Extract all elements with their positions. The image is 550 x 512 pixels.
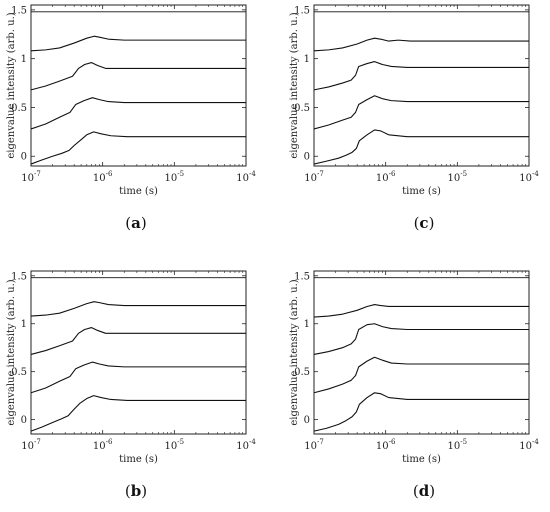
series-line-4 — [30, 97, 246, 130]
series-line-2 — [30, 301, 246, 317]
plot-frame — [313, 4, 530, 167]
panel-caption: (a) — [125, 214, 146, 232]
x-tick-label: 10-4 — [236, 170, 256, 184]
x-tick-label: 10-5 — [165, 438, 185, 452]
series-line-3 — [313, 61, 529, 91]
chart-panel-c: 10-7 10-6 10-5 10-4 0 0.5 1 1.5 time (s) eigenval… — [289, 4, 539, 232]
y-tick-label: 0 — [21, 415, 27, 426]
series-line-5 — [30, 131, 246, 165]
y-tick-label: 0.5 — [11, 367, 27, 378]
x-tick-label: 10-5 — [165, 170, 185, 184]
x-tick-label: 10-5 — [448, 438, 468, 452]
series-line-2 — [30, 35, 246, 52]
series-line-5 — [313, 392, 529, 432]
chart-panel-a: 10-7 10-6 10-5 10-4 0 0.5 1 1.5 time (s) eigenval… — [6, 4, 256, 232]
y-axis-label: eigenvalue intensity (arb. u.) — [6, 12, 17, 158]
plot-frame — [30, 270, 247, 435]
series-line-2 — [313, 304, 529, 318]
y-tick-label: 1.5 — [11, 5, 27, 16]
chart-panel-d: 10-7 10-6 10-5 10-4 0 0.5 1 1.5 time (s) eigenval… — [289, 270, 539, 500]
y-tick-label: 1 — [21, 54, 27, 65]
x-tick-label: 10-7 — [304, 438, 324, 452]
y-tick-label: 1 — [304, 319, 310, 330]
y-tick-label: 1 — [21, 319, 27, 330]
panel-caption: (c) — [414, 214, 435, 232]
y-tick-label: 1.5 — [294, 271, 310, 282]
x-tick-label: 10-4 — [236, 438, 256, 452]
x-tick-label: 10-6 — [376, 170, 396, 184]
x-tick-label: 10-6 — [376, 438, 396, 452]
x-axis-label: time (s) — [119, 186, 158, 197]
y-axis-label: eigenvalue intensity (arb. u.) — [6, 279, 17, 425]
y-tick-label: 1.5 — [11, 271, 27, 282]
y-tick-label: 0 — [21, 152, 27, 163]
y-tick-label: 0.5 — [294, 103, 310, 114]
plot-frame — [30, 4, 247, 167]
y-axis-label: eigenvalue intensity (arb. u.) — [289, 12, 300, 158]
y-tick-label: 0 — [304, 152, 310, 163]
series-line-3 — [30, 327, 246, 355]
x-axis-label: time (s) — [119, 454, 158, 465]
panel-caption: (d) — [413, 482, 435, 500]
y-tick-label: 0 — [304, 415, 310, 426]
x-tick-label: 10-6 — [93, 438, 113, 452]
x-tick-label: 10-7 — [21, 438, 41, 452]
x-tick-label: 10-6 — [93, 170, 113, 184]
series-line-5 — [30, 395, 246, 432]
series-line-4 — [313, 356, 529, 394]
chart-panel-b: 10-7 10-6 10-5 10-4 0 0.5 1 1.5 time (s) eigenval… — [6, 270, 256, 500]
series-line-2 — [313, 37, 529, 52]
y-tick-label: 0.5 — [294, 367, 310, 378]
series-line-4 — [30, 361, 246, 394]
series-line-3 — [30, 62, 246, 91]
y-tick-label: 0.5 — [11, 103, 27, 114]
x-tick-label: 10-7 — [304, 170, 324, 184]
x-tick-label: 10-4 — [519, 170, 539, 184]
y-tick-label: 1 — [304, 54, 310, 65]
y-tick-label: 1.5 — [294, 5, 310, 16]
panel-caption: (b) — [125, 482, 147, 500]
y-axis-label: eigenvalue intensity (arb. u.) — [289, 279, 300, 425]
x-tick-label: 10-7 — [21, 170, 41, 184]
series-line-3 — [313, 323, 529, 355]
x-tick-label: 10-5 — [448, 170, 468, 184]
series-line-5 — [313, 129, 529, 165]
series-line-4 — [313, 95, 529, 130]
plot-frame — [313, 270, 530, 435]
x-tick-label: 10-4 — [519, 438, 539, 452]
x-axis-label: time (s) — [402, 186, 441, 197]
x-axis-label: time (s) — [402, 454, 441, 465]
